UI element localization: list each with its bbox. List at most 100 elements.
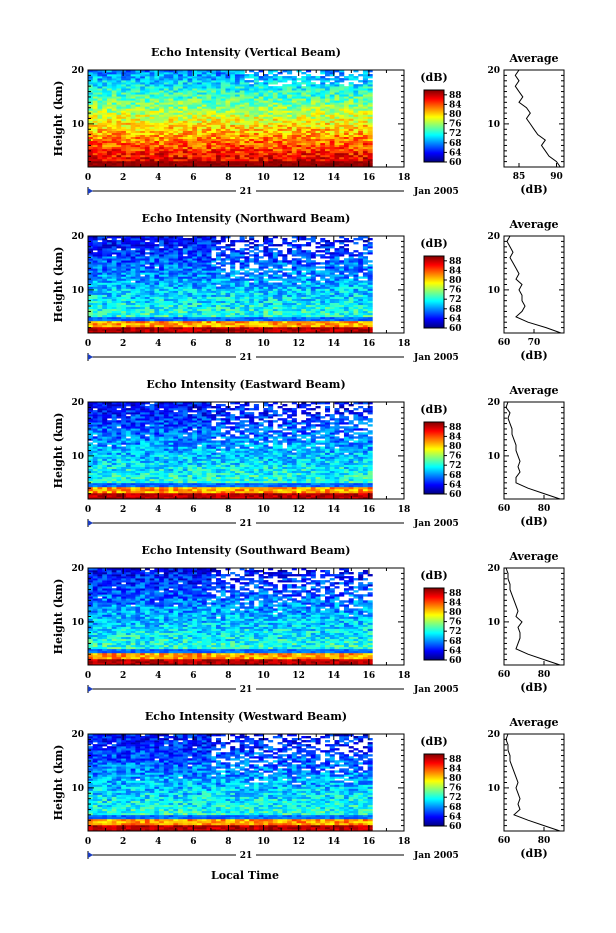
average-frame (504, 568, 564, 665)
colorbar (424, 588, 444, 660)
x-tick-label: 16 (363, 339, 376, 349)
heatmap-cells (88, 70, 373, 167)
x-tick-label: 10 (257, 339, 270, 349)
date-label: Jan 2005 (413, 353, 459, 363)
average-frame (504, 70, 564, 167)
panel-title: Echo Intensity (Northward Beam) (142, 212, 351, 225)
colorbar-tick-label: 80 (449, 442, 462, 452)
x-tick-label: 6 (190, 339, 196, 349)
colorbar-tick-label: 64 (449, 148, 462, 158)
x-tick-label: 10 (257, 505, 270, 515)
heatmap-cells (88, 734, 373, 831)
average-title: Average (508, 384, 558, 397)
average-x-tick-label: 60 (498, 670, 511, 680)
x-tick-label: 0 (85, 173, 91, 183)
average-profile-line (506, 402, 560, 499)
heatmap-cells (88, 236, 373, 333)
colorbar-tick-label: 60 (449, 822, 462, 832)
average-y-tick-label: 10 (487, 120, 500, 130)
day-label: 21 (240, 353, 253, 363)
colorbar-tick-label: 84 (449, 100, 462, 110)
x-tick-label: 16 (363, 837, 376, 847)
x-tick-label: 10 (257, 837, 270, 847)
colorbar-tick-label: 88 (449, 589, 462, 599)
colorbar-tick-label: 84 (449, 266, 462, 276)
x-tick-label: 6 (190, 837, 196, 847)
average-frame (504, 236, 564, 333)
colorbar-label: (dB) (420, 735, 447, 748)
y-tick-label: 10 (71, 286, 84, 296)
x-tick-label: 10 (257, 173, 270, 183)
x-tick-label: 14 (328, 671, 341, 681)
x-tick-label: 6 (190, 505, 196, 515)
colorbar-tick-label: 80 (449, 110, 462, 120)
average-x-tick-label: 70 (528, 338, 541, 348)
x-axis-label-local-time: Local Time (211, 869, 279, 882)
y-tick-label: 20 (71, 564, 84, 574)
x-tick-label: 10 (257, 671, 270, 681)
x-tick-label: 8 (225, 173, 231, 183)
day-bar-marker (88, 852, 93, 858)
colorbar-tick-label: 80 (449, 774, 462, 784)
y-tick-label: 20 (71, 232, 84, 242)
y-tick-label: 10 (71, 784, 84, 794)
x-tick-label: 12 (292, 173, 305, 183)
colorbar-tick-label: 68 (449, 139, 462, 149)
colorbar-tick-label: 80 (449, 608, 462, 618)
day-bar-marker (88, 520, 93, 526)
average-title: Average (508, 716, 558, 729)
x-tick-label: 12 (292, 671, 305, 681)
date-label: Jan 2005 (413, 851, 459, 861)
colorbar-tick-label: 68 (449, 637, 462, 647)
colorbar-label: (dB) (420, 71, 447, 84)
y-axis-label: Height (km) (52, 81, 65, 157)
x-tick-label: 14 (328, 505, 341, 515)
x-tick-label: 0 (85, 505, 91, 515)
x-tick-label: 2 (120, 339, 126, 349)
colorbar-tick-label: 80 (449, 276, 462, 286)
average-x-tick-label: 80 (538, 670, 551, 680)
colorbar-tick-label: 64 (449, 812, 462, 822)
average-x-tick-label: 60 (498, 338, 511, 348)
x-tick-label: 6 (190, 671, 196, 681)
colorbar-tick-label: 88 (449, 755, 462, 765)
y-axis-label: Height (km) (52, 579, 65, 655)
average-y-tick-label: 20 (487, 730, 500, 740)
colorbar (424, 754, 444, 826)
date-label: Jan 2005 (413, 685, 459, 695)
average-profile-line (506, 568, 560, 665)
colorbar-label: (dB) (420, 569, 447, 582)
y-tick-label: 10 (71, 120, 84, 130)
panel-title: Echo Intensity (Eastward Beam) (146, 378, 345, 391)
colorbar-tick-label: 72 (449, 793, 462, 803)
average-x-label: (dB) (520, 183, 547, 196)
y-axis-label: Height (km) (52, 247, 65, 323)
colorbar-tick-label: 68 (449, 305, 462, 315)
y-axis-label: Height (km) (52, 413, 65, 489)
y-axis-label: Height (km) (52, 745, 65, 821)
x-tick-label: 0 (85, 339, 91, 349)
x-tick-label: 6 (190, 173, 196, 183)
x-tick-label: 12 (292, 339, 305, 349)
colorbar-tick-label: 60 (449, 490, 462, 500)
x-tick-label: 18 (398, 671, 411, 681)
average-y-tick-label: 20 (487, 232, 500, 242)
x-tick-label: 12 (292, 505, 305, 515)
day-label: 21 (240, 851, 253, 861)
average-title: Average (508, 550, 558, 563)
colorbar-tick-label: 68 (449, 471, 462, 481)
average-y-tick-label: 10 (487, 618, 500, 628)
y-tick-label: 20 (71, 398, 84, 408)
x-tick-label: 18 (398, 505, 411, 515)
colorbar-tick-label: 60 (449, 158, 462, 168)
x-tick-label: 4 (155, 837, 161, 847)
average-profile-line (506, 734, 560, 831)
day-bar-marker (88, 188, 93, 194)
average-y-tick-label: 20 (487, 564, 500, 574)
x-tick-label: 14 (328, 837, 341, 847)
